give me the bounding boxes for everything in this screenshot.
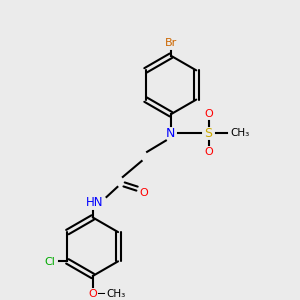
- Text: Cl: Cl: [44, 257, 55, 267]
- Text: CH₃: CH₃: [106, 289, 125, 298]
- Text: HN: HN: [86, 196, 104, 209]
- Text: S: S: [205, 127, 212, 140]
- Text: Br: Br: [165, 38, 177, 48]
- Text: O: O: [140, 188, 148, 198]
- Text: O: O: [204, 109, 213, 119]
- Text: O: O: [204, 147, 213, 157]
- Text: CH₃: CH₃: [230, 128, 250, 138]
- Text: N: N: [166, 127, 176, 140]
- Text: O: O: [88, 289, 97, 298]
